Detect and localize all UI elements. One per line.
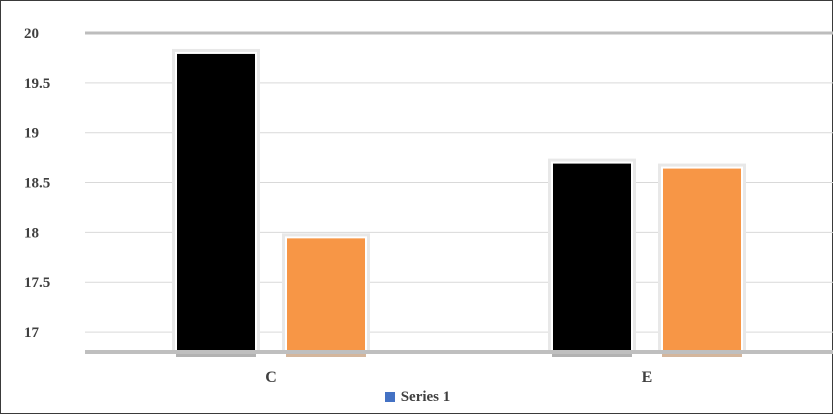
- bar: [175, 51, 257, 353]
- bar: [551, 161, 633, 353]
- y-tick-label: 19: [24, 126, 39, 142]
- bar: [285, 236, 367, 353]
- y-tick-label: 20: [24, 26, 39, 42]
- y-tick-label: 17.5: [24, 275, 50, 291]
- tick-labels: 17 17.5 18 18.5 19 19.5 20 C E: [24, 26, 652, 386]
- x-category-label: E: [642, 369, 653, 386]
- bar: [661, 166, 743, 353]
- y-tick-label: 17: [24, 325, 40, 341]
- legend: Series 1: [1, 385, 833, 409]
- bars: [172, 48, 746, 357]
- legend-label: Series 1: [400, 388, 451, 405]
- bar-base-shadow: [552, 353, 632, 357]
- bar-base-shadow: [176, 353, 256, 357]
- y-tick-label: 18.5: [24, 176, 50, 192]
- legend-swatch: [384, 392, 395, 402]
- bar-base-shadow: [286, 353, 366, 357]
- y-tick-label: 18: [24, 225, 39, 241]
- x-category-label: C: [265, 369, 277, 386]
- y-tick-label: 19.5: [24, 76, 50, 92]
- bar-base-shadow: [662, 353, 742, 357]
